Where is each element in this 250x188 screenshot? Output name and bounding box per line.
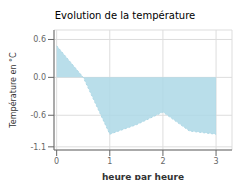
svg-text:3: 3 — [214, 157, 219, 166]
svg-text:heure par heure: heure par heure — [102, 172, 184, 180]
html-text:Evolution de la température: Evolution de la température — [54, 10, 196, 21]
svg-text:2: 2 — [160, 157, 165, 166]
svg-text:-0.6: -0.6 — [30, 111, 46, 120]
svg-text:0: 0 — [54, 157, 59, 166]
svg-text:1: 1 — [107, 157, 112, 166]
svg-text:Température en °C: Température en °C — [8, 52, 18, 129]
svg-text:-1.1: -1.1 — [30, 143, 46, 152]
svg-text:0.0: 0.0 — [33, 73, 46, 82]
svg-text:0.6: 0.6 — [33, 35, 46, 44]
